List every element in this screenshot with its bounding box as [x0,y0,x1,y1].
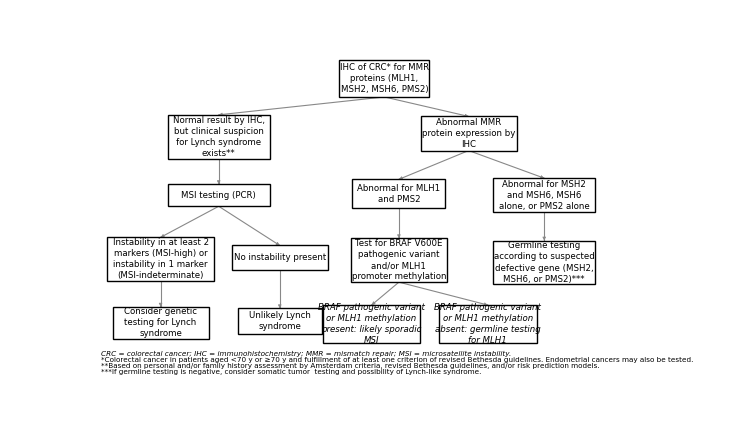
Text: Abnormal for MLH1
and PMS2: Abnormal for MLH1 and PMS2 [357,184,440,204]
Text: IHC of CRC* for MMR
proteins (MLH1,
MSH2, MSH6, PMS2): IHC of CRC* for MMR proteins (MLH1, MSH2… [340,62,429,94]
FancyBboxPatch shape [421,116,517,151]
FancyBboxPatch shape [352,179,446,208]
Text: Normal result by IHC,
but clinical suspicion
for Lynch syndrome
exists**: Normal result by IHC, but clinical suspi… [172,116,265,158]
Text: *Colorectal cancer in patients aged <70 y or ≥70 y and fulfillment of at least o: *Colorectal cancer in patients aged <70 … [100,357,693,363]
FancyBboxPatch shape [168,184,269,206]
FancyBboxPatch shape [439,305,537,344]
Text: Instability in at least 2
markers (MSI-high) or
instability in 1 marker
(MSI-ind: Instability in at least 2 markers (MSI-h… [112,238,209,280]
FancyBboxPatch shape [168,115,269,159]
Text: Abnormal for MSH2
and MSH6, MSH6
alone, or PMS2 alone: Abnormal for MSH2 and MSH6, MSH6 alone, … [499,180,590,211]
FancyBboxPatch shape [494,241,595,284]
Text: Unlikely Lynch
syndrome: Unlikely Lynch syndrome [249,311,310,331]
Text: No instability present: No instability present [234,253,326,262]
FancyBboxPatch shape [351,238,447,282]
FancyBboxPatch shape [339,60,430,97]
FancyBboxPatch shape [238,308,322,334]
Text: CRC = colorectal cancer; IHC = immunohistochemistry; MMR = mismatch repair; MSI : CRC = colorectal cancer; IHC = immunohis… [100,351,511,357]
Text: BRAF pathogenic variant
or MLH1 methylation
absent: germline testing
for MLH1: BRAF pathogenic variant or MLH1 methylat… [434,303,542,345]
Text: BRAF pathogenic variant
or MLH1 methylation
present: likely sporadic
MSI: BRAF pathogenic variant or MLH1 methylat… [318,303,425,345]
Text: **Based on personal and/or family history assessment by Amsterdam criteria, revi: **Based on personal and/or family histor… [100,363,599,369]
Text: ***If germline testing is negative, consider somatic tumor  testing and possibil: ***If germline testing is negative, cons… [100,369,481,375]
FancyBboxPatch shape [112,307,209,338]
Text: Abnormal MMR
protein expression by
IHC: Abnormal MMR protein expression by IHC [422,118,515,149]
FancyBboxPatch shape [106,237,214,281]
Text: Test for BRAF V600E
pathogenic variant
and/or MLH1
promoter methylation: Test for BRAF V600E pathogenic variant a… [352,239,446,281]
Text: MSI testing (PCR): MSI testing (PCR) [182,191,256,200]
FancyBboxPatch shape [322,305,421,344]
FancyBboxPatch shape [232,246,328,270]
Text: Germline testing
according to suspected
defective gene (MSH2,
MSH6, or PMS2)***: Germline testing according to suspected … [494,241,595,284]
Text: Consider genetic
testing for Lynch
syndrome: Consider genetic testing for Lynch syndr… [124,307,197,338]
FancyBboxPatch shape [494,178,595,212]
